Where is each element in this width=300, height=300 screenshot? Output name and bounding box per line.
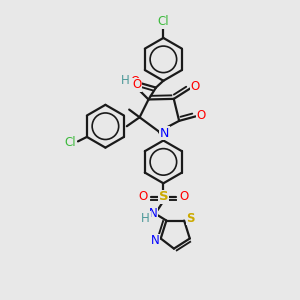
Text: H: H xyxy=(121,74,130,87)
Text: O: O xyxy=(196,109,206,122)
Text: N: N xyxy=(148,207,157,220)
Text: Cl: Cl xyxy=(158,15,169,28)
Text: O: O xyxy=(138,190,147,203)
Text: N: N xyxy=(160,127,169,140)
Text: S: S xyxy=(159,190,168,203)
Text: N: N xyxy=(151,234,160,248)
Text: Cl: Cl xyxy=(65,136,76,149)
Text: O: O xyxy=(132,78,141,91)
Text: S: S xyxy=(186,212,195,225)
Text: O: O xyxy=(191,80,200,94)
Text: O: O xyxy=(130,75,140,88)
Text: O: O xyxy=(180,190,189,203)
Text: H: H xyxy=(141,212,150,225)
